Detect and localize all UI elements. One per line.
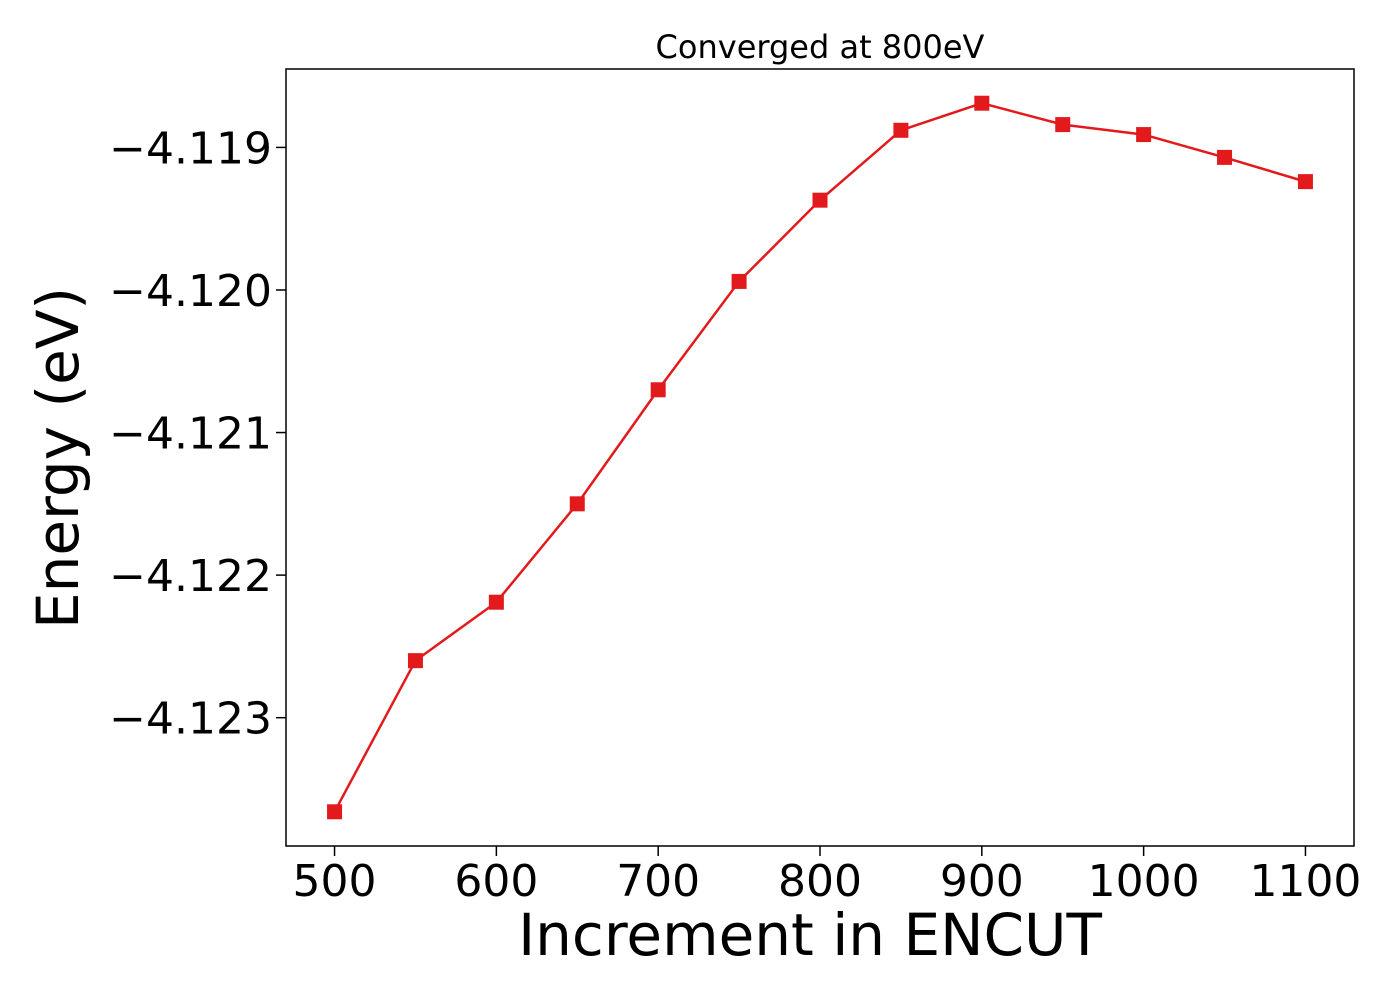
data-point-marker [893,122,909,138]
data-point-marker [1136,127,1152,143]
y-tick-label: −4.120 [109,266,272,317]
y-axis-title: Energy (eV) [24,287,92,629]
x-tick-label: 700 [616,856,700,907]
series-layer [327,95,1313,820]
x-tick-label: 800 [778,856,862,907]
data-point-marker [974,95,990,111]
x-axis: 500 600 700 800 900 1000 1100 [293,846,1361,907]
y-tick-label: −4.123 [109,694,272,745]
data-point-marker [1055,117,1071,133]
y-tick-label: −4.121 [109,409,272,460]
data-point-marker [650,382,666,398]
data-point-marker [1217,149,1233,165]
data-point-marker [327,804,343,820]
data-point-marker [488,594,504,610]
x-tick-label: 1100 [1249,856,1361,907]
x-tick-label: 500 [293,856,377,907]
y-tick-label: −4.119 [109,123,272,174]
x-tick-label: 900 [940,856,1024,907]
data-point-marker [812,192,828,208]
chart-title: Converged at 800eV [656,28,985,66]
x-axis-title: Increment in ENCUT [518,901,1102,969]
x-tick-label: 1000 [1088,856,1200,907]
x-tick-label: 600 [454,856,538,907]
data-point-marker [569,496,585,512]
data-point-marker [1297,174,1313,190]
plot-area-frame [285,68,1355,847]
data-point-marker [407,653,423,669]
series-line [333,101,1306,813]
y-tick-label: −4.122 [109,551,272,602]
data-point-marker [731,273,747,289]
y-axis: −4.123 −4.122 −4.121 −4.120 −4.119 [109,123,286,745]
